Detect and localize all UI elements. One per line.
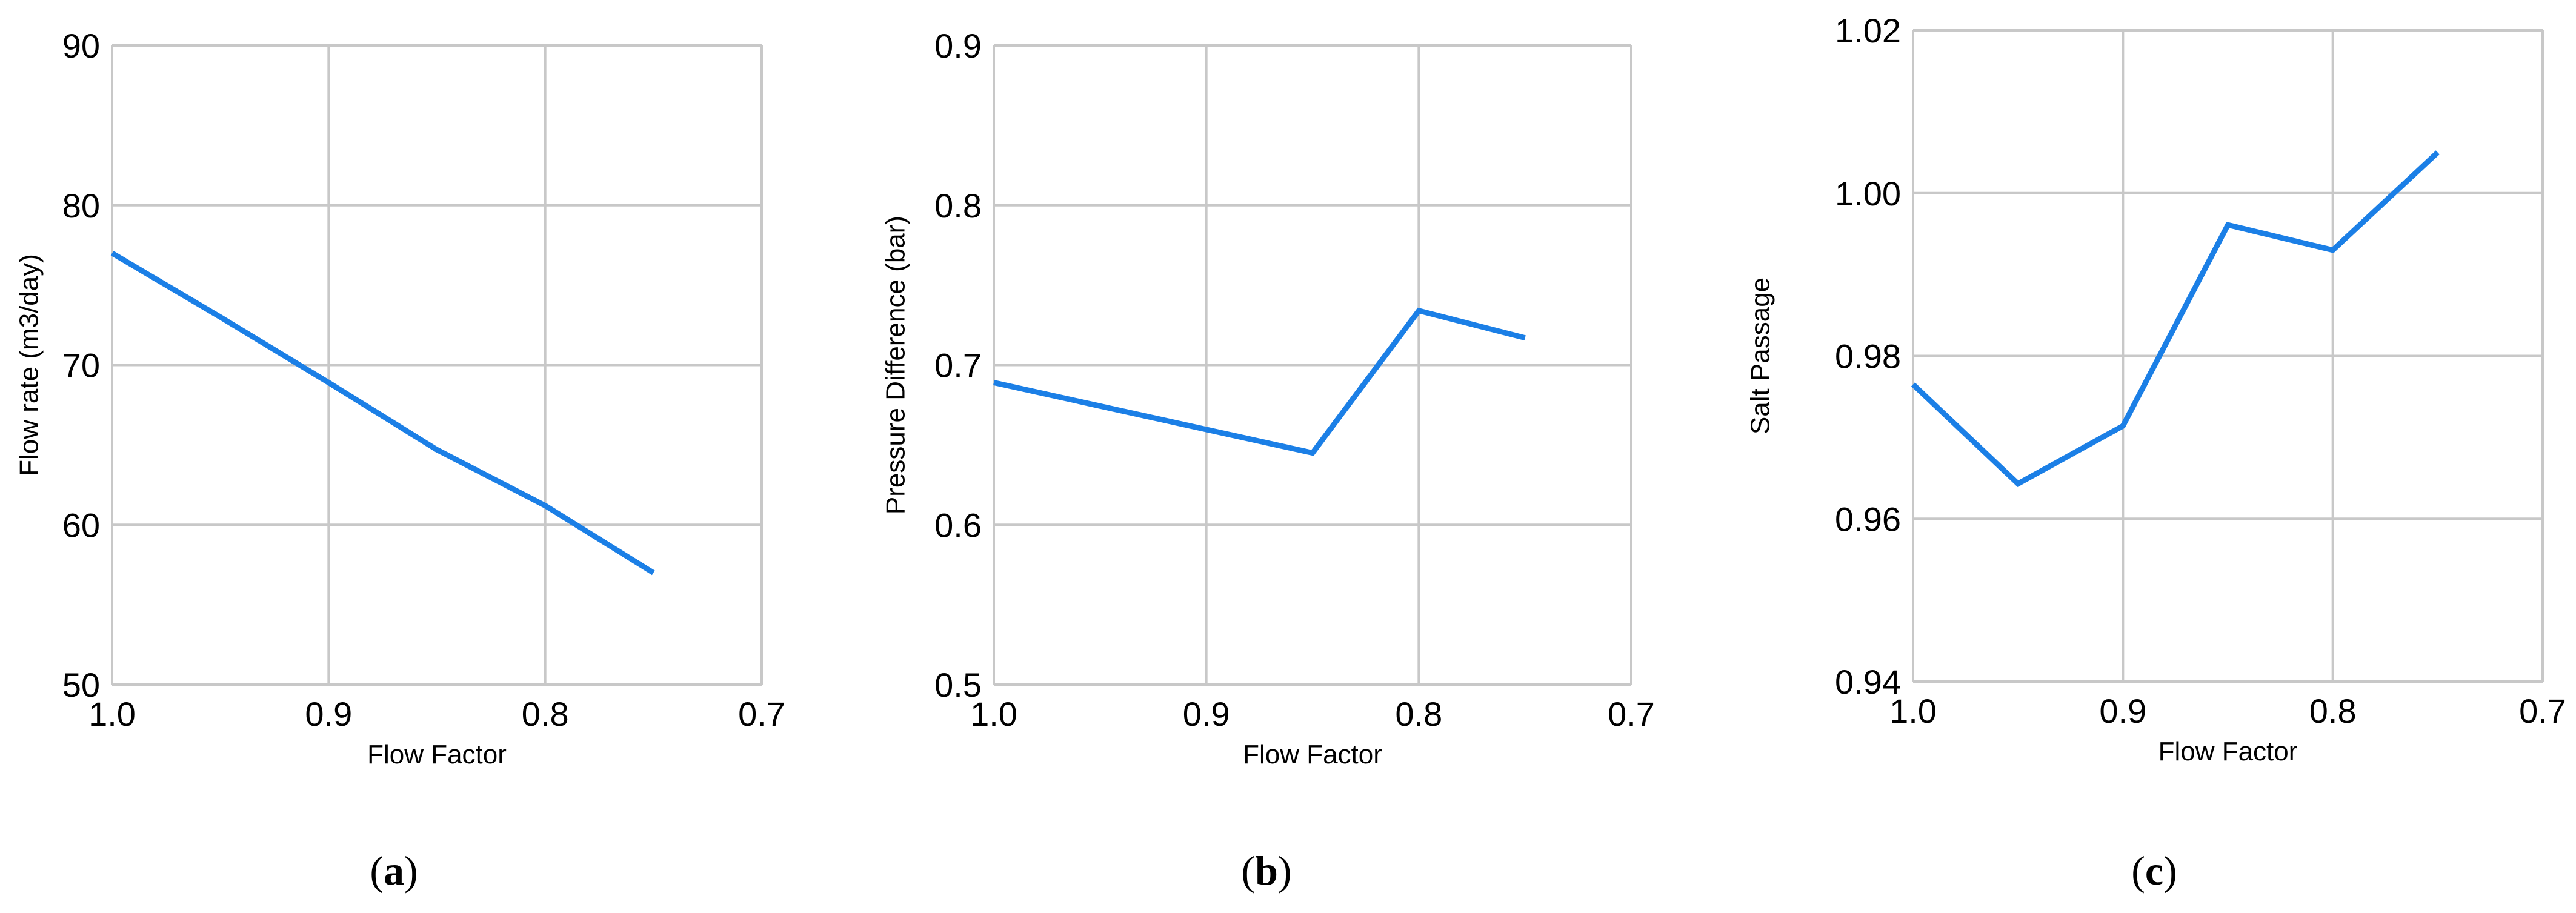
- y-axis-title: Salt Passage: [1746, 277, 1776, 434]
- x-tick-label: 0.9: [2099, 692, 2146, 730]
- y-tick-label: 80: [62, 187, 100, 225]
- x-tick-label: 0.7: [738, 695, 785, 733]
- y-tick-label: 0.98: [1835, 337, 1901, 376]
- y-tick-label: 0.9: [934, 27, 982, 65]
- panel-caption: (c): [2131, 848, 2177, 894]
- y-tick-label: 90: [62, 27, 100, 65]
- x-tick-label: 0.7: [2519, 692, 2566, 730]
- x-axis-title: Flow Factor: [2158, 737, 2298, 766]
- y-tick-label: 60: [62, 506, 100, 544]
- gridlines: [1913, 30, 2543, 682]
- series-line: [994, 311, 1525, 453]
- y-tick-label: 1.00: [1835, 174, 1901, 213]
- panel-caption: (b): [1241, 848, 1291, 894]
- x-tick-label: 1.0: [970, 695, 1017, 733]
- panel-caption-letter: b: [1255, 848, 1278, 894]
- series-line: [1913, 153, 2438, 484]
- x-tick-label: 0.9: [1183, 695, 1230, 733]
- x-axis-title: Flow Factor: [1243, 740, 1382, 769]
- x-tick-label: 0.7: [1608, 695, 1655, 733]
- y-axis-title: Pressure Difference (bar): [881, 216, 911, 514]
- y-tick-label: 0.8: [934, 187, 982, 225]
- gridlines: [112, 45, 762, 685]
- y-tick-label: 70: [62, 347, 100, 385]
- x-tick-label: 0.8: [522, 695, 569, 733]
- x-tick-label: 0.9: [305, 695, 352, 733]
- y-tick-label: 0.6: [934, 506, 982, 544]
- x-tick-label: 0.8: [2309, 692, 2357, 730]
- gridlines: [994, 45, 1631, 685]
- x-tick-label: 1.0: [1889, 692, 1937, 730]
- panel-caption-letter: a: [384, 848, 404, 894]
- y-axis-title: Flow rate (m3/day): [15, 254, 44, 476]
- x-axis-title: Flow Factor: [367, 740, 507, 769]
- panel-caption-letter: c: [2145, 848, 2163, 894]
- x-tick-label: 1.0: [88, 695, 136, 733]
- x-tick-label: 0.8: [1395, 695, 1442, 733]
- panel-caption: (a): [370, 848, 418, 894]
- y-tick-label: 0.96: [1835, 500, 1901, 538]
- y-tick-label: 1.02: [1835, 12, 1901, 50]
- y-tick-label: 0.7: [934, 347, 982, 385]
